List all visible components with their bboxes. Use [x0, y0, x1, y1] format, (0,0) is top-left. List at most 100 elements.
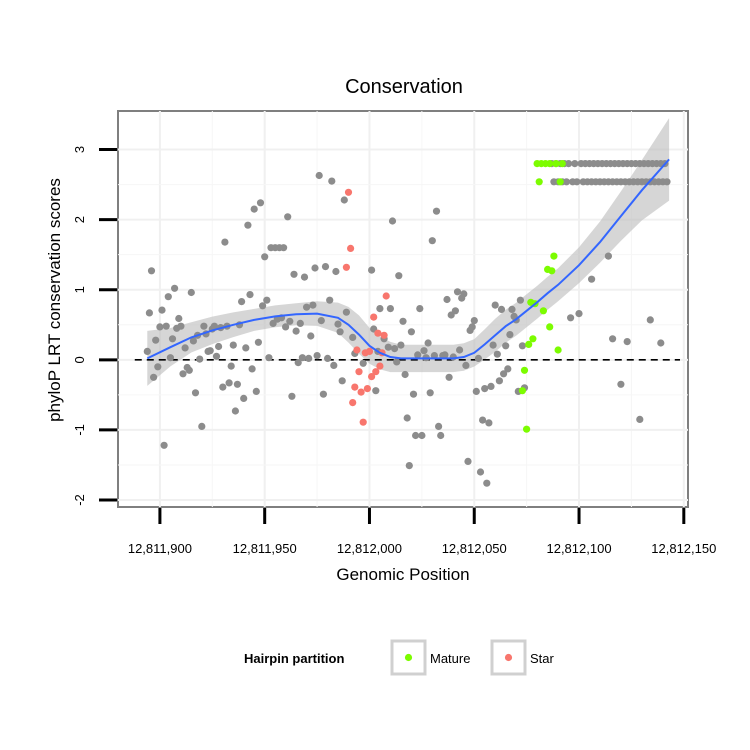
point-other — [497, 305, 506, 313]
grid-lines — [118, 111, 688, 507]
point-other — [254, 338, 262, 346]
point-other — [154, 363, 162, 371]
point-star — [370, 313, 378, 321]
y-tick-label: 2 — [72, 216, 87, 223]
point-other — [164, 293, 172, 301]
x-tick-label: 12,812,100 — [546, 541, 611, 556]
point-star — [368, 373, 376, 381]
point-other — [575, 310, 583, 318]
point-other — [321, 263, 330, 271]
point-other — [261, 253, 269, 261]
point-other — [143, 347, 151, 355]
point-mature — [550, 252, 558, 260]
point-other — [286, 317, 294, 325]
point-other — [252, 387, 260, 395]
point-other — [294, 359, 302, 367]
data-points — [143, 160, 671, 487]
x-axis-label: Genomic Position — [336, 565, 469, 584]
point-other — [504, 365, 512, 373]
point-other — [472, 387, 480, 395]
point-other — [219, 383, 227, 391]
point-other — [432, 207, 441, 215]
point-other — [238, 298, 246, 306]
point-other — [313, 352, 321, 360]
point-other — [336, 328, 344, 336]
point-other — [248, 365, 256, 373]
point-other — [646, 316, 654, 324]
point-other — [296, 319, 304, 327]
point-other — [280, 244, 288, 252]
point-mature — [520, 366, 529, 374]
point-other — [460, 290, 468, 298]
point-other — [359, 359, 367, 367]
point-other — [476, 468, 485, 476]
point-other — [508, 305, 516, 313]
point-mature — [525, 340, 533, 348]
point-other — [303, 303, 311, 311]
point-other — [372, 387, 380, 395]
point-other — [259, 302, 267, 310]
point-other — [171, 284, 179, 292]
point-other — [395, 272, 403, 280]
x-tick-label: 12,812,000 — [337, 541, 402, 556]
point-star — [349, 399, 357, 407]
point-other — [284, 213, 292, 221]
point-other — [405, 462, 413, 470]
point-other — [493, 350, 501, 358]
point-star — [359, 418, 367, 426]
point-other — [191, 389, 200, 397]
point-other — [265, 354, 273, 362]
point-other — [250, 205, 258, 213]
point-other — [657, 339, 665, 347]
y-tick-label: 3 — [72, 146, 87, 153]
point-other — [206, 347, 214, 355]
point-other — [604, 252, 613, 260]
point-other — [565, 160, 573, 168]
point-other — [418, 431, 426, 440]
point-other — [489, 341, 497, 349]
point-other — [256, 199, 265, 207]
point-other — [198, 422, 206, 430]
point-star — [365, 347, 374, 355]
point-other — [485, 419, 493, 427]
y-tick-label: 0 — [72, 356, 87, 363]
point-other — [428, 237, 436, 245]
x-tick-label: 12,812,150 — [651, 541, 716, 556]
point-other — [227, 362, 235, 370]
point-other — [196, 355, 204, 363]
point-other — [393, 358, 401, 366]
point-star — [380, 331, 388, 339]
legend-label-mature: Mature — [430, 651, 470, 666]
point-star — [372, 368, 380, 376]
point-other — [456, 346, 464, 354]
point-other — [242, 344, 250, 352]
point-other — [416, 305, 424, 313]
point-star — [357, 388, 365, 396]
point-other — [334, 320, 342, 328]
point-other — [573, 178, 581, 186]
point-other — [407, 328, 415, 336]
point-other — [441, 351, 449, 359]
point-other — [160, 441, 168, 449]
point-other — [491, 301, 499, 309]
point-star — [353, 346, 361, 354]
smooth-line-layer — [146, 158, 670, 360]
point-star — [347, 244, 355, 252]
point-other — [451, 307, 459, 315]
point-other — [200, 322, 208, 330]
point-other — [384, 343, 392, 351]
point-other — [319, 390, 327, 398]
point-other — [244, 221, 252, 229]
legend: Hairpin partition Mature Star — [244, 639, 555, 676]
point-other — [567, 314, 575, 322]
point-other — [212, 352, 221, 360]
point-other — [187, 288, 195, 297]
point-mature — [548, 267, 556, 275]
point-other — [518, 342, 527, 350]
point-other — [330, 361, 338, 369]
point-other — [288, 392, 296, 400]
point-other — [175, 314, 183, 323]
point-other — [317, 317, 325, 325]
point-other — [464, 457, 472, 465]
point-other — [479, 416, 487, 424]
